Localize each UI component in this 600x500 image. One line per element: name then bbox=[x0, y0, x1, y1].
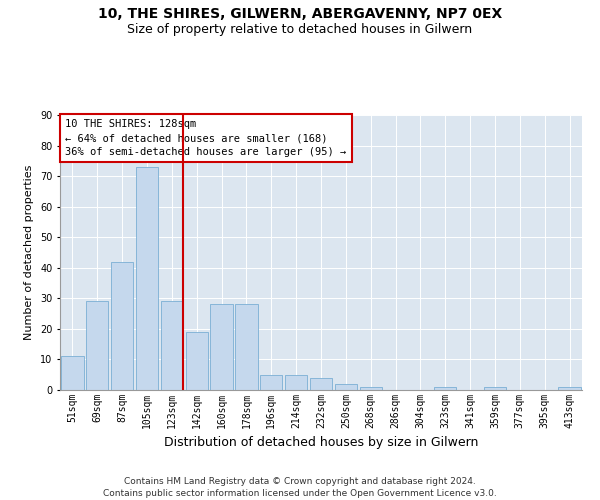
Text: Size of property relative to detached houses in Gilwern: Size of property relative to detached ho… bbox=[127, 22, 473, 36]
Bar bbox=[161, 302, 183, 390]
Text: Contains HM Land Registry data © Crown copyright and database right 2024.
Contai: Contains HM Land Registry data © Crown c… bbox=[103, 476, 497, 498]
Bar bbox=[235, 304, 257, 390]
Text: 10 THE SHIRES: 128sqm
← 64% of detached houses are smaller (168)
36% of semi-det: 10 THE SHIRES: 128sqm ← 64% of detached … bbox=[65, 119, 346, 157]
Text: 10, THE SHIRES, GILWERN, ABERGAVENNY, NP7 0EX: 10, THE SHIRES, GILWERN, ABERGAVENNY, NP… bbox=[98, 8, 502, 22]
Bar bbox=[484, 387, 506, 390]
Bar bbox=[285, 374, 307, 390]
Bar bbox=[559, 387, 581, 390]
Bar bbox=[260, 374, 283, 390]
X-axis label: Distribution of detached houses by size in Gilwern: Distribution of detached houses by size … bbox=[164, 436, 478, 450]
Bar bbox=[434, 387, 457, 390]
Bar bbox=[211, 304, 233, 390]
Bar bbox=[185, 332, 208, 390]
Bar bbox=[111, 262, 133, 390]
Y-axis label: Number of detached properties: Number of detached properties bbox=[25, 165, 34, 340]
Bar bbox=[86, 302, 109, 390]
Bar bbox=[310, 378, 332, 390]
Bar bbox=[359, 387, 382, 390]
Bar bbox=[335, 384, 357, 390]
Bar bbox=[136, 167, 158, 390]
Bar bbox=[61, 356, 83, 390]
